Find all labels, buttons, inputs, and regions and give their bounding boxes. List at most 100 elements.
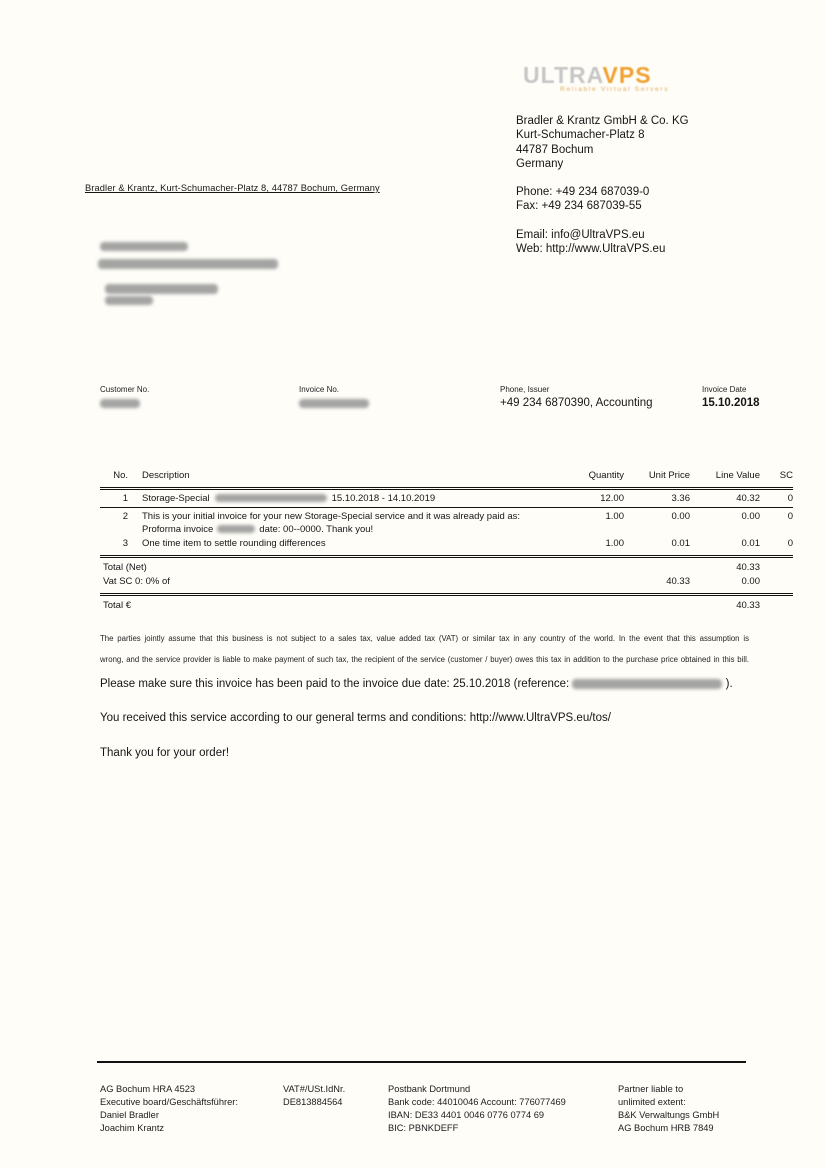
vat-row: Vat SC 0: 0% of 40.33 0.00 [100, 574, 793, 596]
issuer-email: Email: info@UltraVPS.eu [516, 228, 645, 241]
cell-sc: 0 [760, 488, 793, 508]
tax-disclaimer-line: wrong, and the service provider is liabl… [100, 654, 749, 664]
due-date-text-end: ). [725, 678, 733, 690]
footer-vat-column: VAT#/USt.IdNr. DE813884564 [283, 1083, 345, 1109]
footer-line: BIC: PBNKDEFF [388, 1123, 459, 1133]
footer-registry-column: AG Bochum HRA 4523 Executive board/Gesch… [100, 1083, 238, 1135]
column-header-description: Description [128, 470, 554, 490]
column-header-line-value: Line Value [690, 470, 760, 490]
footer-line: Bank code: 44010046 Account: 776077469 [388, 1097, 566, 1107]
issuer-city: 44787 Bochum [516, 143, 594, 156]
issuer-address-block: Bradler & Krantz GmbH & Co. KG Kurt-Schu… [516, 114, 689, 256]
ultravps-logo: ULTRAVPS Reliable Virtual Servers [523, 63, 669, 93]
cell-unit-price: 3.36 [624, 488, 690, 508]
total-net-value: 40.33 [736, 561, 760, 573]
cell-unit-price: 0.01 [624, 536, 690, 558]
cell-description: One time item to settle rounding differe… [128, 536, 554, 558]
customer-no-field: Customer No. [100, 385, 149, 408]
cell-quantity: 1.00 [554, 536, 624, 558]
redacted-payment-reference [572, 678, 723, 689]
logo-ultra: ULTRA [523, 62, 603, 88]
column-header-quantity: Quantity [554, 470, 624, 490]
footer-line: DE813884564 [283, 1097, 343, 1107]
description-text: This is your initial invoice for your ne… [142, 511, 521, 535]
logo-tagline: Reliable Virtual Servers [560, 86, 670, 93]
total-net-label: Total (Net) [103, 561, 147, 573]
tax-disclaimer-line: The parties jointly assume that this bus… [100, 634, 749, 643]
table-row: 3 One time item to settle rounding diffe… [100, 536, 793, 558]
tax-disclaimer: The parties jointly assume that this bus… [100, 629, 749, 670]
invoice-date-field: Invoice Date 15.10.2018 [702, 385, 760, 409]
cell-quantity: 12.00 [554, 488, 624, 508]
logo-vps: VPS [602, 62, 652, 88]
issuer-name: Bradler & Krantz GmbH & Co. KG [516, 115, 689, 127]
cell-no: 2 [122, 511, 128, 522]
redacted-recipient-line [105, 284, 218, 294]
redacted-invoice-no [299, 399, 369, 408]
footer-line: IBAN: DE33 4401 0046 0776 0774 69 [388, 1110, 545, 1120]
phone-issuer-label: Phone, Issuer [500, 385, 550, 394]
phone-issuer-value: +49 234 6870390, Accounting [500, 397, 653, 409]
redacted-recipient-line [105, 296, 153, 305]
customer-no-label: Customer No. [100, 385, 150, 394]
issuer-phone: Phone: +49 234 687039-0 [516, 186, 650, 199]
footer-line: Daniel Bradler [100, 1110, 159, 1120]
cell-line-value: 40.32 [690, 488, 760, 508]
redacted-recipient-line [98, 259, 278, 269]
total-net-row: Total (Net) 40.33 [100, 556, 793, 574]
footer-line: Postbank Dortmund [388, 1084, 471, 1094]
cell-description: This is your initial invoice for your ne… [128, 508, 554, 537]
footer-divider [97, 1061, 746, 1063]
description-text: Storage-Special [142, 492, 210, 504]
column-header-no: No. [100, 470, 128, 490]
due-date-text: Please make sure this invoice has been p… [100, 678, 570, 690]
cell-sc: 0 [787, 511, 793, 522]
grand-total-label: Total € [103, 599, 131, 611]
footer-line: Joachim Krantz [100, 1123, 165, 1133]
footer-line: AG Bochum HRA 4523 [100, 1084, 196, 1094]
cell-line-value: 0.01 [690, 536, 760, 558]
footer-bank-column: Postbank Dortmund Bank code: 44010046 Ac… [388, 1083, 566, 1135]
phone-issuer-field: Phone, Issuer +49 234 6870390, Accountin… [500, 385, 653, 409]
cell-line-value: 0.00 [741, 511, 761, 522]
invoice-no-field: Invoice No. [299, 385, 369, 408]
issuer-street: Kurt-Schumacher-Platz 8 [516, 129, 645, 142]
redacted-customer-no [100, 399, 140, 408]
footer-line: Partner liable to [618, 1084, 684, 1094]
cell-description: Storage-Special 15.10.2018 - 14.10.2019 [128, 488, 554, 508]
column-header-unit-price: Unit Price [624, 470, 690, 490]
logo-wordmark: ULTRAVPS [523, 63, 669, 87]
grand-total-row: Total € 40.33 [100, 594, 793, 612]
redacted-proforma-no [217, 524, 256, 533]
redacted-service-id [214, 493, 327, 502]
table-row: 2 This is your initial invoice for your … [100, 508, 793, 537]
column-header-sc: SC [760, 470, 793, 490]
footer-line: VAT#/USt.IdNr. [283, 1084, 346, 1094]
due-date-note: Please make sure this invoice has been p… [100, 678, 733, 690]
vat-value: 0.00 [690, 574, 760, 596]
invoice-date-label: Invoice Date [702, 385, 747, 394]
invoice-no-label: Invoice No. [299, 385, 340, 394]
sender-return-line: Bradler & Krantz, Kurt-Schumacher-Platz … [85, 183, 380, 193]
redacted-recipient-line [100, 242, 188, 251]
footer-line: AG Bochum HRB 7849 [618, 1123, 714, 1133]
terms-note: You received this service according to o… [100, 712, 611, 724]
table-header-row: No. Description Quantity Unit Price Line… [100, 470, 793, 490]
issuer-fax: Fax: +49 234 687039-55 [516, 200, 642, 213]
issuer-web: Web: http://www.UltraVPS.eu [516, 243, 666, 256]
line-items-table: No. Description Quantity Unit Price Line… [100, 470, 793, 612]
footer-line: B&K Verwaltungs GmbH [618, 1110, 720, 1120]
footer-partner-column: Partner liable to unlimited extent: B&K … [618, 1083, 719, 1135]
cell-unit-price: 0.00 [671, 511, 691, 522]
vat-base-value: 40.33 [624, 574, 690, 596]
cell-no: 3 [100, 536, 128, 558]
cell-no: 1 [100, 488, 128, 508]
invoice-date-value: 15.10.2018 [702, 397, 760, 409]
thank-you-note: Thank you for your order! [100, 747, 230, 759]
grand-total-value: 40.33 [736, 599, 760, 611]
description-text: 15.10.2018 - 14.10.2019 [331, 492, 436, 504]
cell-quantity: 1.00 [605, 511, 625, 522]
issuer-country: Germany [516, 157, 564, 170]
cell-sc: 0 [760, 536, 793, 558]
